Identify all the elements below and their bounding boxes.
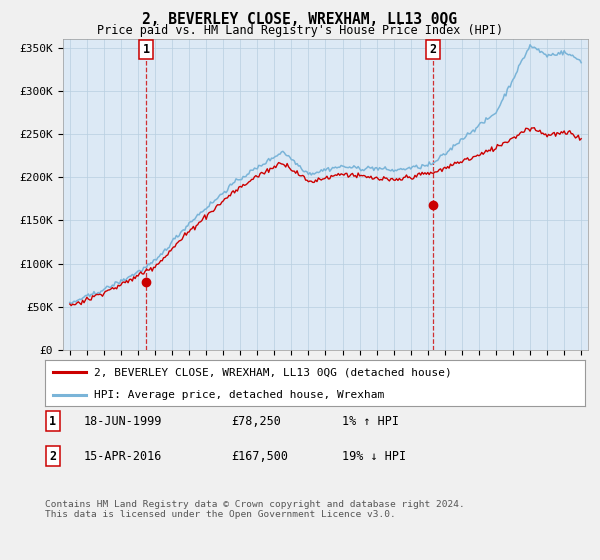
Text: 1% ↑ HPI: 1% ↑ HPI [342,414,399,428]
Text: Price paid vs. HM Land Registry's House Price Index (HPI): Price paid vs. HM Land Registry's House … [97,24,503,36]
Text: HPI: Average price, detached house, Wrexham: HPI: Average price, detached house, Wrex… [94,390,384,400]
Text: 15-APR-2016: 15-APR-2016 [84,450,163,463]
Text: 2: 2 [429,43,436,56]
Text: 2: 2 [49,450,56,463]
Text: 2, BEVERLEY CLOSE, WREXHAM, LL13 0QG: 2, BEVERLEY CLOSE, WREXHAM, LL13 0QG [143,12,458,27]
Text: £167,500: £167,500 [231,450,288,463]
Text: 1: 1 [142,43,149,56]
Text: 2, BEVERLEY CLOSE, WREXHAM, LL13 0QG (detached house): 2, BEVERLEY CLOSE, WREXHAM, LL13 0QG (de… [94,367,451,377]
Text: Contains HM Land Registry data © Crown copyright and database right 2024.
This d: Contains HM Land Registry data © Crown c… [45,500,465,519]
Text: £78,250: £78,250 [231,414,281,428]
Text: 19% ↓ HPI: 19% ↓ HPI [342,450,406,463]
Text: 1: 1 [49,414,56,428]
Text: 18-JUN-1999: 18-JUN-1999 [84,414,163,428]
